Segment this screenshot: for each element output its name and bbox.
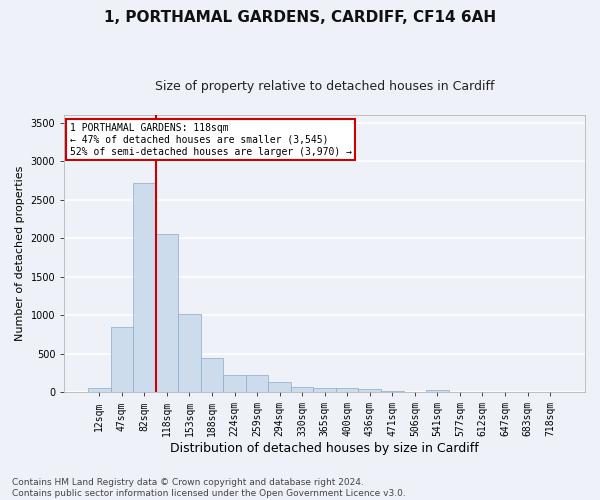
Bar: [268, 382, 291, 392]
Bar: [133, 183, 155, 392]
Y-axis label: Number of detached properties: Number of detached properties: [15, 166, 25, 342]
X-axis label: Distribution of detached houses by size in Cardiff: Distribution of detached houses by size …: [170, 442, 479, 455]
Bar: [358, 390, 381, 392]
Bar: [313, 388, 336, 392]
Bar: [200, 358, 223, 392]
Bar: [426, 390, 449, 392]
Bar: [381, 390, 404, 392]
Text: Contains HM Land Registry data © Crown copyright and database right 2024.
Contai: Contains HM Land Registry data © Crown c…: [12, 478, 406, 498]
Bar: [291, 387, 313, 392]
Title: Size of property relative to detached houses in Cardiff: Size of property relative to detached ho…: [155, 80, 494, 93]
Text: 1 PORTHAMAL GARDENS: 118sqm
← 47% of detached houses are smaller (3,545)
52% of : 1 PORTHAMAL GARDENS: 118sqm ← 47% of det…: [70, 124, 352, 156]
Bar: [178, 314, 200, 392]
Bar: [155, 234, 178, 392]
Text: 1, PORTHAMAL GARDENS, CARDIFF, CF14 6AH: 1, PORTHAMAL GARDENS, CARDIFF, CF14 6AH: [104, 10, 496, 25]
Bar: [336, 388, 358, 392]
Bar: [88, 388, 110, 392]
Bar: [246, 375, 268, 392]
Bar: [110, 326, 133, 392]
Bar: [223, 375, 246, 392]
